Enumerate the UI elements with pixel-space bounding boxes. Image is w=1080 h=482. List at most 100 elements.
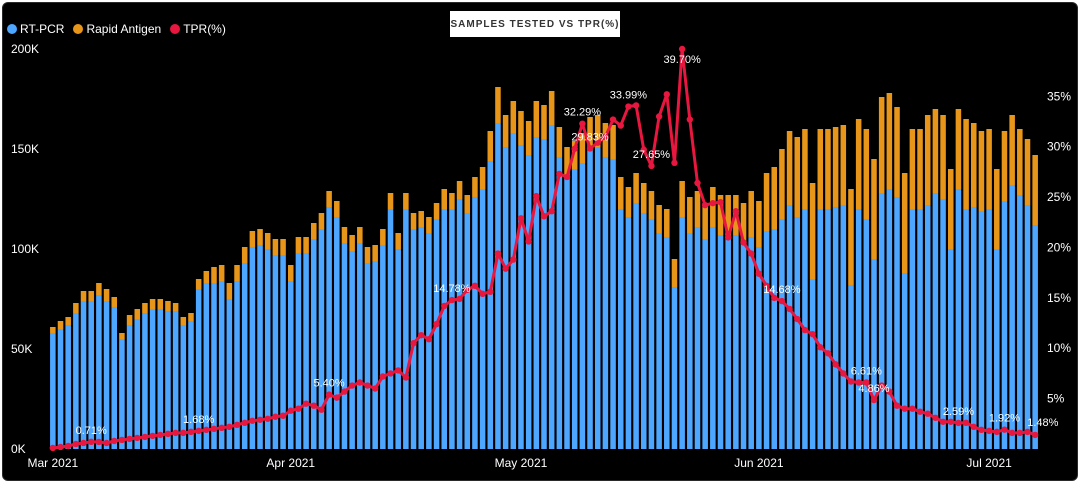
tpr-point — [732, 208, 740, 215]
bar-rapid-antigen — [456, 181, 463, 199]
tpr-data-label: 39.70% — [663, 54, 701, 66]
bar-rapid-antigen — [809, 183, 816, 279]
bar-rtpcr — [287, 281, 294, 449]
bar-rapid-antigen — [149, 299, 156, 309]
tpr-point — [126, 435, 133, 443]
legend-item-rtpcr[interactable]: RT-PCR — [7, 22, 64, 36]
bar-rtpcr — [1032, 225, 1038, 449]
tpr-point — [510, 256, 517, 263]
tpr-point — [855, 379, 862, 386]
chart-svg: 0K 50K 100K 150K 200K 5% 10% 15% 20% 25% 30% 35% Mar… — [11, 42, 1071, 470]
tpr-point — [748, 250, 755, 257]
bar-rapid-antigen — [525, 121, 532, 155]
bar-rtpcr — [664, 237, 670, 449]
bar-rtpcr — [901, 273, 908, 449]
tpr-data-label: 1.68% — [183, 414, 214, 426]
bar-rtpcr — [786, 205, 793, 449]
tpr-point — [533, 192, 540, 200]
bar-rtpcr — [717, 235, 724, 449]
tpr-data-label: 1.92% — [989, 413, 1020, 425]
bar-rtpcr — [871, 259, 877, 449]
tpr-point — [103, 439, 110, 447]
bar-rtpcr — [1001, 201, 1008, 449]
bar-rapid-antigen — [610, 125, 616, 159]
y-left-tick-label: 200K — [11, 42, 39, 56]
bar-rtpcr — [157, 309, 164, 449]
bar-rapid-antigen — [357, 227, 363, 243]
bar-rtpcr — [387, 209, 394, 449]
bar-rtpcr — [617, 209, 624, 449]
bar-rapid-antigen — [664, 209, 670, 237]
tpr-point — [433, 320, 440, 328]
bar-rapid-antigen — [518, 111, 524, 145]
bar-rtpcr — [971, 207, 977, 449]
bar-rapid-antigen — [817, 129, 824, 209]
bar-rapid-antigen — [694, 191, 701, 227]
bar-rapid-antigen — [410, 213, 417, 229]
bar-rtpcr — [50, 333, 56, 449]
bar-rtpcr — [96, 295, 102, 449]
bar-rtpcr — [748, 237, 754, 449]
bar-rapid-antigen — [994, 169, 1000, 249]
legend-item-rapid[interactable]: Rapid Antigen — [73, 22, 161, 36]
tpr-point — [517, 215, 525, 222]
tpr-point — [724, 234, 732, 241]
bar-rtpcr — [410, 229, 417, 449]
bar-rapid-antigen — [180, 317, 187, 325]
bar-rapid-antigen — [111, 297, 117, 307]
y-right-tick-label: 20% — [1047, 240, 1071, 254]
bar-rapid-antigen — [625, 187, 632, 217]
tpr-point — [226, 423, 233, 431]
bar-rtpcr — [211, 283, 217, 449]
tpr-point — [57, 443, 64, 451]
rapid-swatch-icon — [73, 24, 84, 34]
tpr-point — [149, 432, 156, 440]
legend-item-tpr[interactable]: TPR(%) — [170, 22, 226, 36]
bar-rtpcr — [449, 209, 455, 449]
tpr-point — [180, 429, 187, 437]
bar-rtpcr — [218, 281, 225, 449]
tpr-point — [394, 367, 402, 374]
tpr-point — [333, 394, 340, 401]
bar-rapid-antigen — [594, 115, 601, 147]
bar-rtpcr — [894, 197, 900, 449]
bar-rapid-antigen — [763, 173, 770, 231]
y-right-tick-label: 35% — [1047, 89, 1071, 103]
tpr-point — [279, 412, 287, 419]
y-left-tick-label: 100K — [11, 242, 39, 256]
tpr-point — [694, 179, 701, 187]
bar-rtpcr — [487, 161, 494, 449]
bar-rtpcr — [840, 205, 847, 449]
tpr-point — [939, 418, 947, 425]
bar-rtpcr — [848, 285, 854, 449]
bar-rtpcr — [556, 157, 563, 449]
tpr-point — [701, 201, 709, 209]
tpr-point — [157, 431, 164, 439]
bar-rtpcr — [633, 203, 639, 449]
bar-rapid-antigen — [924, 115, 931, 205]
tpr-point — [840, 370, 847, 377]
tpr-point — [241, 419, 248, 427]
bar-rapid-antigen — [771, 167, 777, 229]
bar-rapid-antigen — [687, 197, 693, 233]
legend-rtpcr-label: RT-PCR — [20, 22, 65, 36]
bar-rtpcr — [533, 137, 540, 449]
bar-rapid-antigen — [203, 271, 210, 283]
bar-rtpcr — [234, 281, 240, 449]
bar-rapid-antigen — [656, 205, 662, 233]
tpr-point — [548, 208, 555, 215]
tpr-point — [563, 173, 571, 181]
tpr-point — [1001, 426, 1008, 433]
chart-title: SAMPLES TESTED VS TPR(%) — [450, 11, 620, 37]
tpr-point — [916, 408, 924, 415]
tpr-point — [901, 405, 908, 412]
tpr-point — [410, 340, 417, 347]
tpr-point — [755, 270, 763, 277]
tpr-data-label: 14.78% — [433, 283, 471, 295]
tpr-point — [863, 379, 870, 386]
tpr-point — [909, 405, 916, 412]
bar-rapid-antigen — [449, 193, 455, 209]
tpr-point — [418, 331, 425, 339]
tpr-point — [801, 326, 809, 334]
bar-rapid-antigen — [602, 123, 609, 157]
